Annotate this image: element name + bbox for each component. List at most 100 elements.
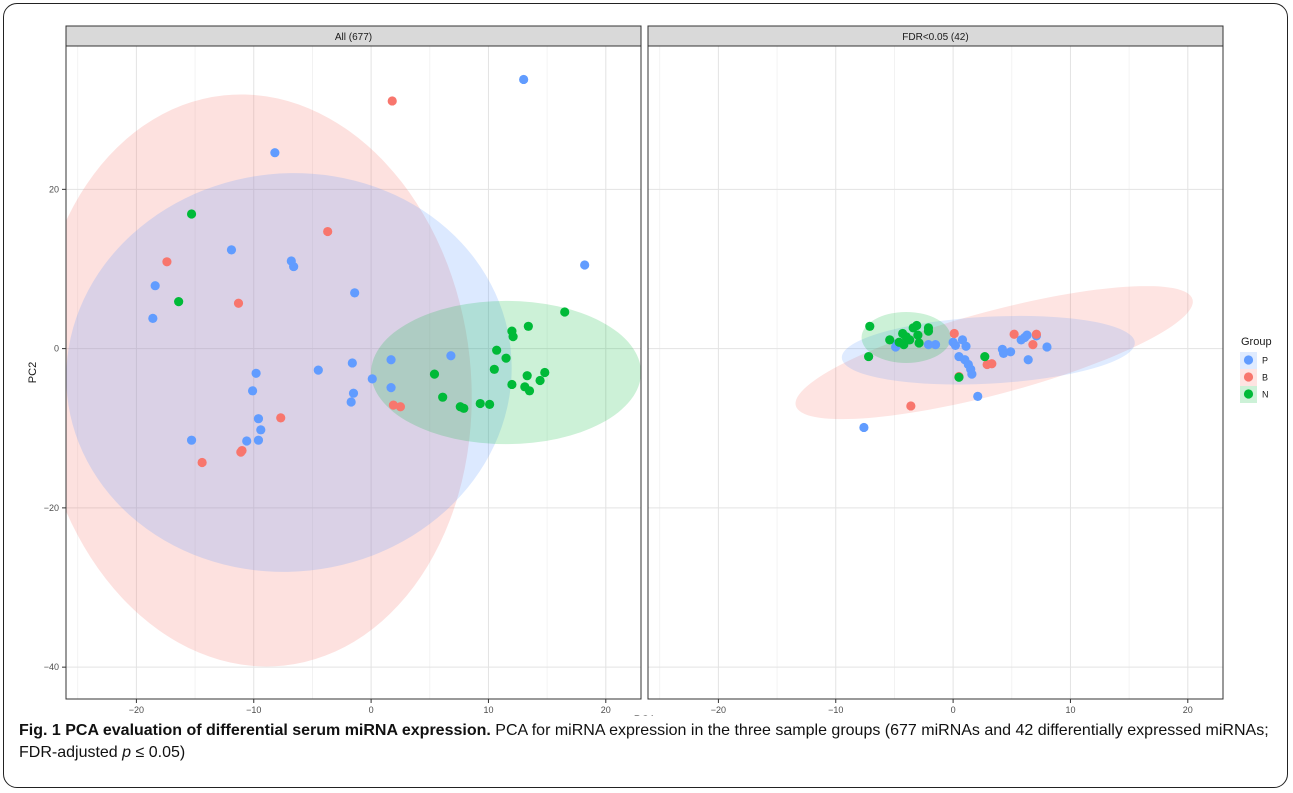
data-point-N [508,332,518,342]
data-point-N [540,367,550,378]
data-point-N [864,351,874,362]
data-point-B [162,257,172,267]
data-point-N [912,320,922,331]
data-point-B [906,401,916,411]
data-point-N [865,321,875,331]
data-point-N [522,371,532,381]
point-layer [148,74,590,468]
data-point-P [253,435,264,445]
data-point-P [580,260,590,270]
data-point-B [387,96,397,106]
caption-p-symbol: p [122,744,132,761]
legend-label-P: P [1262,356,1268,366]
data-point-N [489,364,499,374]
legend-title: Group [1241,336,1272,348]
data-point-B [233,298,244,308]
pca-chart: All (677) −20 −10 0 10 20 20 0 −20 −40 FDR<0.05 (4… [27,25,1272,716]
data-point-P [446,351,456,361]
data-point-N [899,340,909,350]
data-point-B [1031,329,1042,339]
data-point-N [492,345,502,355]
data-point-P [1042,342,1052,352]
x-tick-label: 20 [601,705,611,715]
confidence-ellipse-P [66,173,512,572]
data-point-N [954,372,964,382]
data-point-P [251,368,261,378]
panel-border [647,45,1224,700]
data-point-B [949,328,959,339]
data-point-P [348,388,359,398]
data-point-B [1028,340,1038,350]
data-point-P [386,355,396,365]
data-point-P [253,414,264,424]
data-point-P [247,386,258,396]
x-tick-label: −20 [129,705,144,715]
caption-text: PCA for miRNA expression in the three sa… [19,722,1269,761]
x-tick-label: 10 [483,705,493,715]
ellipse-layer [66,94,641,667]
y-tick-label: 0 [54,344,59,354]
data-point-P [226,245,237,255]
data-point-P [346,397,356,407]
data-point-N [923,326,934,336]
data-point-P [930,340,941,350]
data-point-N [186,209,197,219]
panel-title: All (677) [335,32,372,43]
legend: Group PBN [1240,336,1272,403]
data-point-B [323,226,333,237]
data-point-P [313,365,323,375]
data-point-N [501,353,511,363]
legend-key-B [1243,372,1254,382]
panel-2: FDR<0.05 (42) −20 −10 0 10 20 [647,25,1224,715]
data-point-P [967,369,977,379]
data-point-P [242,436,252,446]
x-tick-label: 20 [1183,705,1193,715]
data-point-B [987,359,997,369]
legend-label-B: B [1262,373,1268,383]
data-point-B [1009,329,1019,339]
data-point-P [148,313,158,323]
data-point-P [519,74,529,85]
x-tick-label: −20 [711,705,726,715]
data-point-P [367,374,377,384]
data-point-P [289,261,299,272]
y-axis-label: PC2 [27,362,39,383]
data-point-P [1022,330,1032,340]
data-point-N [429,369,440,379]
data-point-N [523,321,533,331]
y-tick-label: −20 [44,503,59,513]
y-tick-label: −40 [44,662,59,672]
data-point-P [923,340,934,350]
panel-title: FDR<0.05 (42) [902,32,968,43]
data-point-N [485,399,495,409]
figure-frame: All (677) −20 −10 0 10 20 20 0 −20 −40 FDR<0.05 (4… [3,3,1288,788]
data-point-N [535,375,545,386]
data-point-B [276,413,286,423]
data-point-P [386,383,396,393]
data-point-B [388,400,398,410]
figure-caption: Fig. 1 PCA evaluation of differential se… [19,720,1279,764]
data-point-P [347,358,357,368]
panel-border [65,45,642,700]
data-point-P [998,348,1009,358]
x-tick-label: 0 [369,705,374,715]
data-point-P [1023,355,1033,365]
data-point-P [186,435,197,445]
ellipse-layer [795,286,1193,420]
data-point-P [1006,347,1016,357]
data-point-B [236,447,246,457]
data-point-P [256,425,266,435]
data-point-N [885,335,895,345]
legend-key-P [1243,355,1254,365]
confidence-ellipse-N [371,300,641,445]
x-tick-label: −10 [828,705,843,715]
data-point-N [475,398,485,409]
caption-text-end: ≤ 0.05) [135,744,186,761]
data-point-N [560,307,570,317]
data-point-B [395,402,406,412]
caption-label: Fig. 1 [19,722,61,739]
confidence-ellipse-B [66,94,472,667]
x-tick-label: 10 [1065,705,1075,715]
data-point-N [913,330,923,340]
data-point-N [980,351,990,362]
